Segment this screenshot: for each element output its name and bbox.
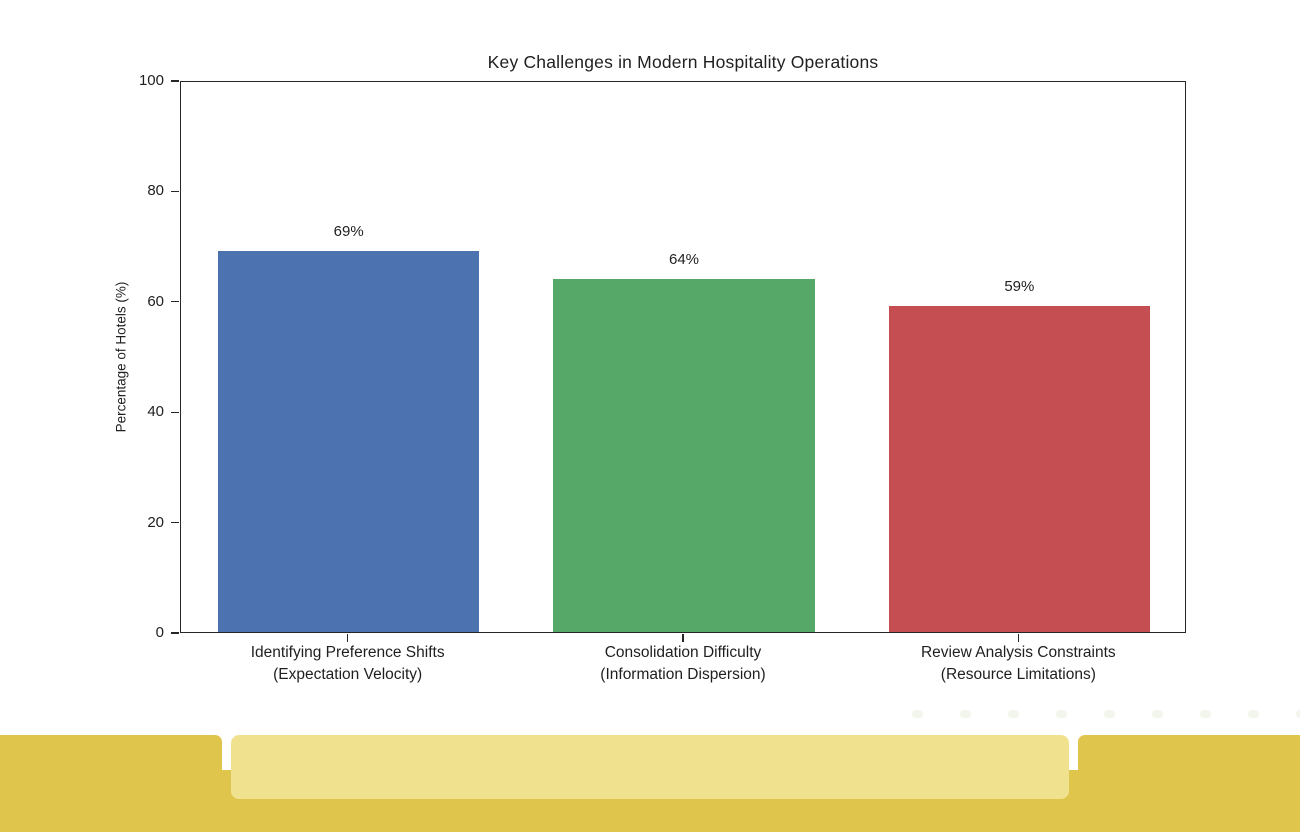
x-category-line1: Identifying Preference Shifts — [250, 644, 445, 661]
x-category-line2: (Resource Limitations) — [940, 666, 1096, 683]
y-tick-label-40: 40 — [147, 403, 164, 421]
bar-value-label-consolidation-difficulty: 64% — [668, 250, 700, 268]
x-category-label-review-analysis-constraints: Review Analysis Constraints (Resource Lim… — [818, 642, 1218, 686]
x-category-label-consolidation-difficulty: Consolidation Difficulty (Information Dis… — [483, 642, 883, 686]
y-tick-mark-80 — [171, 190, 179, 193]
footer-panel — [231, 735, 1069, 799]
faint-dot — [912, 710, 923, 718]
faint-dot — [1056, 710, 1067, 718]
faint-dot — [1008, 710, 1019, 718]
x-category-line1: Consolidation Difficulty — [604, 644, 762, 661]
y-tick-label-20: 20 — [147, 513, 164, 531]
chart-title: Key Challenges in Modern Hospitality Ope… — [487, 52, 879, 72]
faint-dot — [1200, 710, 1211, 718]
y-tick-label-80: 80 — [147, 182, 164, 200]
footer-right-tab — [1078, 735, 1300, 832]
bar-review-analysis-constraints — [888, 306, 1151, 632]
x-category-label-identifying-preference-shifts: Identifying Preference Shifts (Expectatio… — [148, 642, 548, 686]
x-tick-mark-review-analysis-constraints — [1017, 634, 1020, 642]
faint-dot — [1248, 710, 1259, 718]
bar-identifying-preference-shifts — [217, 251, 480, 632]
plot-area: 69% 64% 59% — [180, 81, 1186, 633]
y-tick-mark-100 — [171, 80, 179, 82]
y-tick-label-60: 60 — [147, 292, 164, 310]
x-tick-mark-consolidation-difficulty — [682, 634, 684, 642]
faint-dot — [1152, 710, 1163, 718]
faint-dot — [1104, 710, 1115, 718]
bar-value-label-review-analysis-constraints: 59% — [1004, 278, 1035, 296]
x-category-line2: (Expectation Velocity) — [273, 666, 423, 683]
y-tick-mark-20 — [171, 521, 179, 524]
y-tick-mark-0 — [171, 632, 179, 634]
y-tick-mark-40 — [171, 411, 179, 413]
y-tick-label-0: 0 — [155, 624, 164, 641]
y-tick-label-100: 100 — [138, 72, 164, 89]
y-tick-mark-60 — [171, 301, 179, 303]
bar-consolidation-difficulty — [553, 278, 815, 632]
x-tick-mark-identifying-preference-shifts — [346, 634, 349, 642]
x-category-line1: Review Analysis Constraints — [920, 644, 1116, 661]
bar-value-label-identifying-preference-shifts: 69% — [333, 223, 364, 241]
x-category-line2: (Information Dispersion) — [600, 666, 766, 683]
footer-left-tab — [0, 735, 222, 832]
faint-dot — [960, 710, 971, 718]
faint-dot — [1296, 710, 1300, 718]
